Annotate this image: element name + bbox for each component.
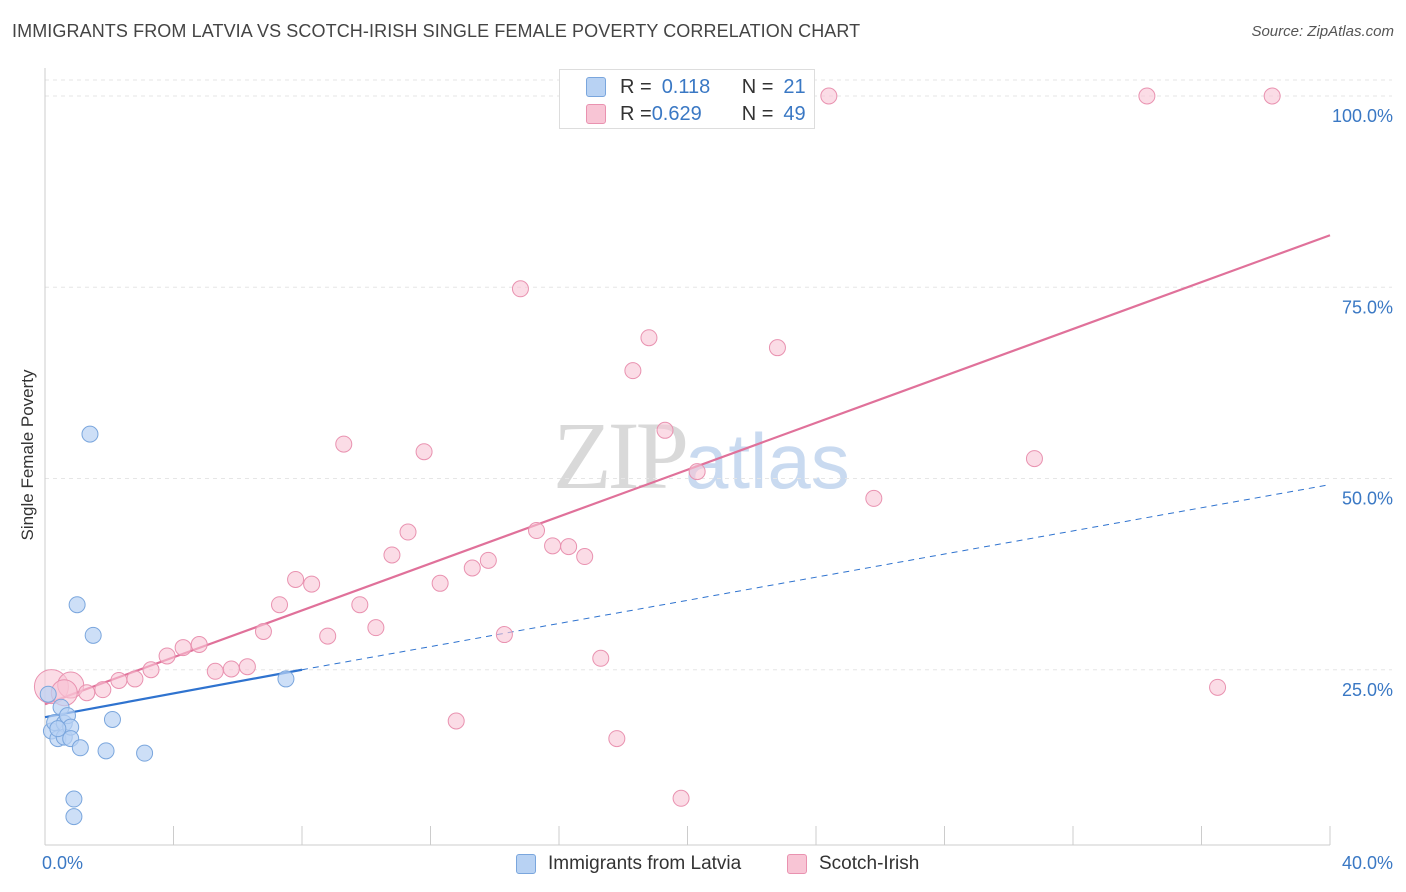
latvia-point: [68, 596, 86, 614]
legend-row-latvia: R = 0.118 N = 21: [586, 75, 806, 99]
scotch-irish-point: [1209, 678, 1227, 696]
scotch-irish-point: [142, 661, 160, 679]
legend-r-label: R =: [620, 75, 652, 98]
scotch-irish-point: [431, 574, 449, 592]
scotch-irish-point: [1025, 450, 1043, 468]
bottom-legend-latvia: Immigrants from Latvia: [516, 851, 741, 877]
watermark-main: ZIP: [553, 402, 689, 509]
legend-n-value: 49: [783, 102, 806, 125]
latvia-point: [81, 425, 99, 443]
latvia-point: [65, 790, 83, 808]
latvia-point: [84, 626, 102, 644]
scotch-irish-point: [672, 789, 690, 807]
legend-swatch-latvia: [586, 77, 606, 97]
scotch-irish-point: [495, 626, 513, 644]
scotch-irish-point: [78, 684, 96, 702]
watermark: ZIPatlas: [553, 400, 850, 511]
scotch-irish-point: [463, 559, 481, 577]
bottom-legend-swatch-latvia: [516, 854, 536, 874]
scotch-irish-point: [126, 670, 144, 688]
legend-r-value: 0.118: [661, 75, 711, 98]
legend-n-label: N =: [741, 102, 774, 125]
x-tick-label-min: 0.0%: [42, 853, 83, 873]
scotch-irish-point: [94, 681, 112, 699]
scotch-irish-point: [1263, 87, 1281, 105]
latvia-point: [71, 739, 89, 757]
bottom-legend-label-scotch-irish: Scotch-Irish: [819, 853, 920, 874]
latvia-point: [277, 670, 295, 688]
stats-legend: R = 0.118 N = 21 R = 0.629 N = 49: [559, 69, 815, 129]
scotch-irish-point: [383, 546, 401, 564]
latvia-point: [103, 710, 121, 728]
legend-r-label: R =: [620, 102, 652, 125]
scotch-irish-point: [287, 570, 305, 588]
scotch-irish-point: [238, 658, 256, 676]
latvia-point: [136, 744, 154, 762]
latvia-point: [97, 742, 115, 760]
scotch-irish-point: [190, 636, 208, 654]
scotch-irish-point: [415, 443, 433, 461]
scotch-irish-point: [608, 730, 626, 748]
legend-row-scotch-irish: R = 0.629 N = 49: [586, 102, 806, 126]
scotch-irish-point: [110, 671, 128, 689]
scotch-irish-point: [688, 463, 706, 481]
scotch-irish-point: [640, 329, 658, 347]
scotch-irish-point: [158, 647, 176, 665]
scotch-irish-point: [768, 339, 786, 357]
scotch-irish-point: [271, 596, 289, 614]
scotch-irish-trend-line: [44, 234, 1331, 706]
scotch-irish-point: [367, 619, 385, 637]
scotch-irish-point: [254, 623, 272, 640]
legend-swatch-scotch-irish: [586, 104, 606, 124]
y-tick-label: 100.0%: [1332, 106, 1393, 126]
x-tick-label-max: 40.0%: [1342, 853, 1393, 873]
bottom-legend-label-latvia: Immigrants from Latvia: [548, 853, 742, 874]
data-points: [33, 87, 1281, 826]
scotch-irish-point: [447, 712, 465, 730]
tick-labels: 25.0% 50.0% 75.0% 100.0% 0.0% 40.0%: [42, 106, 1393, 873]
y-axis-label: Single Female Poverty: [18, 369, 37, 541]
legend-n-value: 21: [783, 75, 806, 98]
chart-title: IMMIGRANTS FROM LATVIA VS SCOTCH-IRISH S…: [12, 21, 861, 41]
y-tick-label: 25.0%: [1342, 680, 1393, 700]
scotch-irish-point: [560, 538, 578, 556]
legend-r-value: 0.629: [651, 102, 702, 125]
scotch-irish-point: [335, 435, 353, 453]
trend-lines: [44, 234, 1331, 719]
scotch-irish-point: [624, 362, 642, 380]
y-tick-label: 50.0%: [1342, 489, 1393, 509]
scotch-irish-point: [174, 639, 192, 657]
scotch-irish-point: [399, 523, 417, 541]
scotch-irish-point: [592, 649, 610, 667]
scotch-irish-point: [544, 537, 562, 555]
latvia-trend-extension: [301, 484, 1331, 671]
scotch-irish-point: [528, 522, 546, 540]
axes: [44, 68, 1331, 846]
scotch-irish-point: [303, 575, 321, 593]
bottom-legend-swatch-scotch-irish: [787, 854, 807, 874]
scotch-irish-point: [656, 421, 674, 439]
gridlines: [45, 79, 1392, 671]
latvia-point: [65, 808, 83, 826]
scotch-irish-point: [576, 548, 594, 566]
y-tick-label: 75.0%: [1342, 297, 1393, 317]
legend-n-label: N =: [741, 75, 774, 98]
scotch-irish-point: [479, 551, 497, 569]
latvia-trend-line: [44, 668, 303, 719]
scotch-irish-point: [222, 660, 240, 678]
scotch-irish-point: [1138, 87, 1156, 105]
scotch-irish-point: [319, 627, 337, 645]
scotch-irish-point: [206, 662, 224, 680]
chart-source: Source: ZipAtlas.com: [1251, 23, 1394, 40]
latvia-point: [49, 720, 67, 738]
scotch-irish-point: [511, 280, 529, 298]
latvia-point: [39, 685, 57, 703]
scotch-irish-point: [865, 489, 883, 507]
scotch-irish-point: [820, 87, 838, 105]
bottom-legend-scotch-irish: Scotch-Irish: [787, 851, 919, 877]
scotch-irish-point: [351, 596, 369, 614]
